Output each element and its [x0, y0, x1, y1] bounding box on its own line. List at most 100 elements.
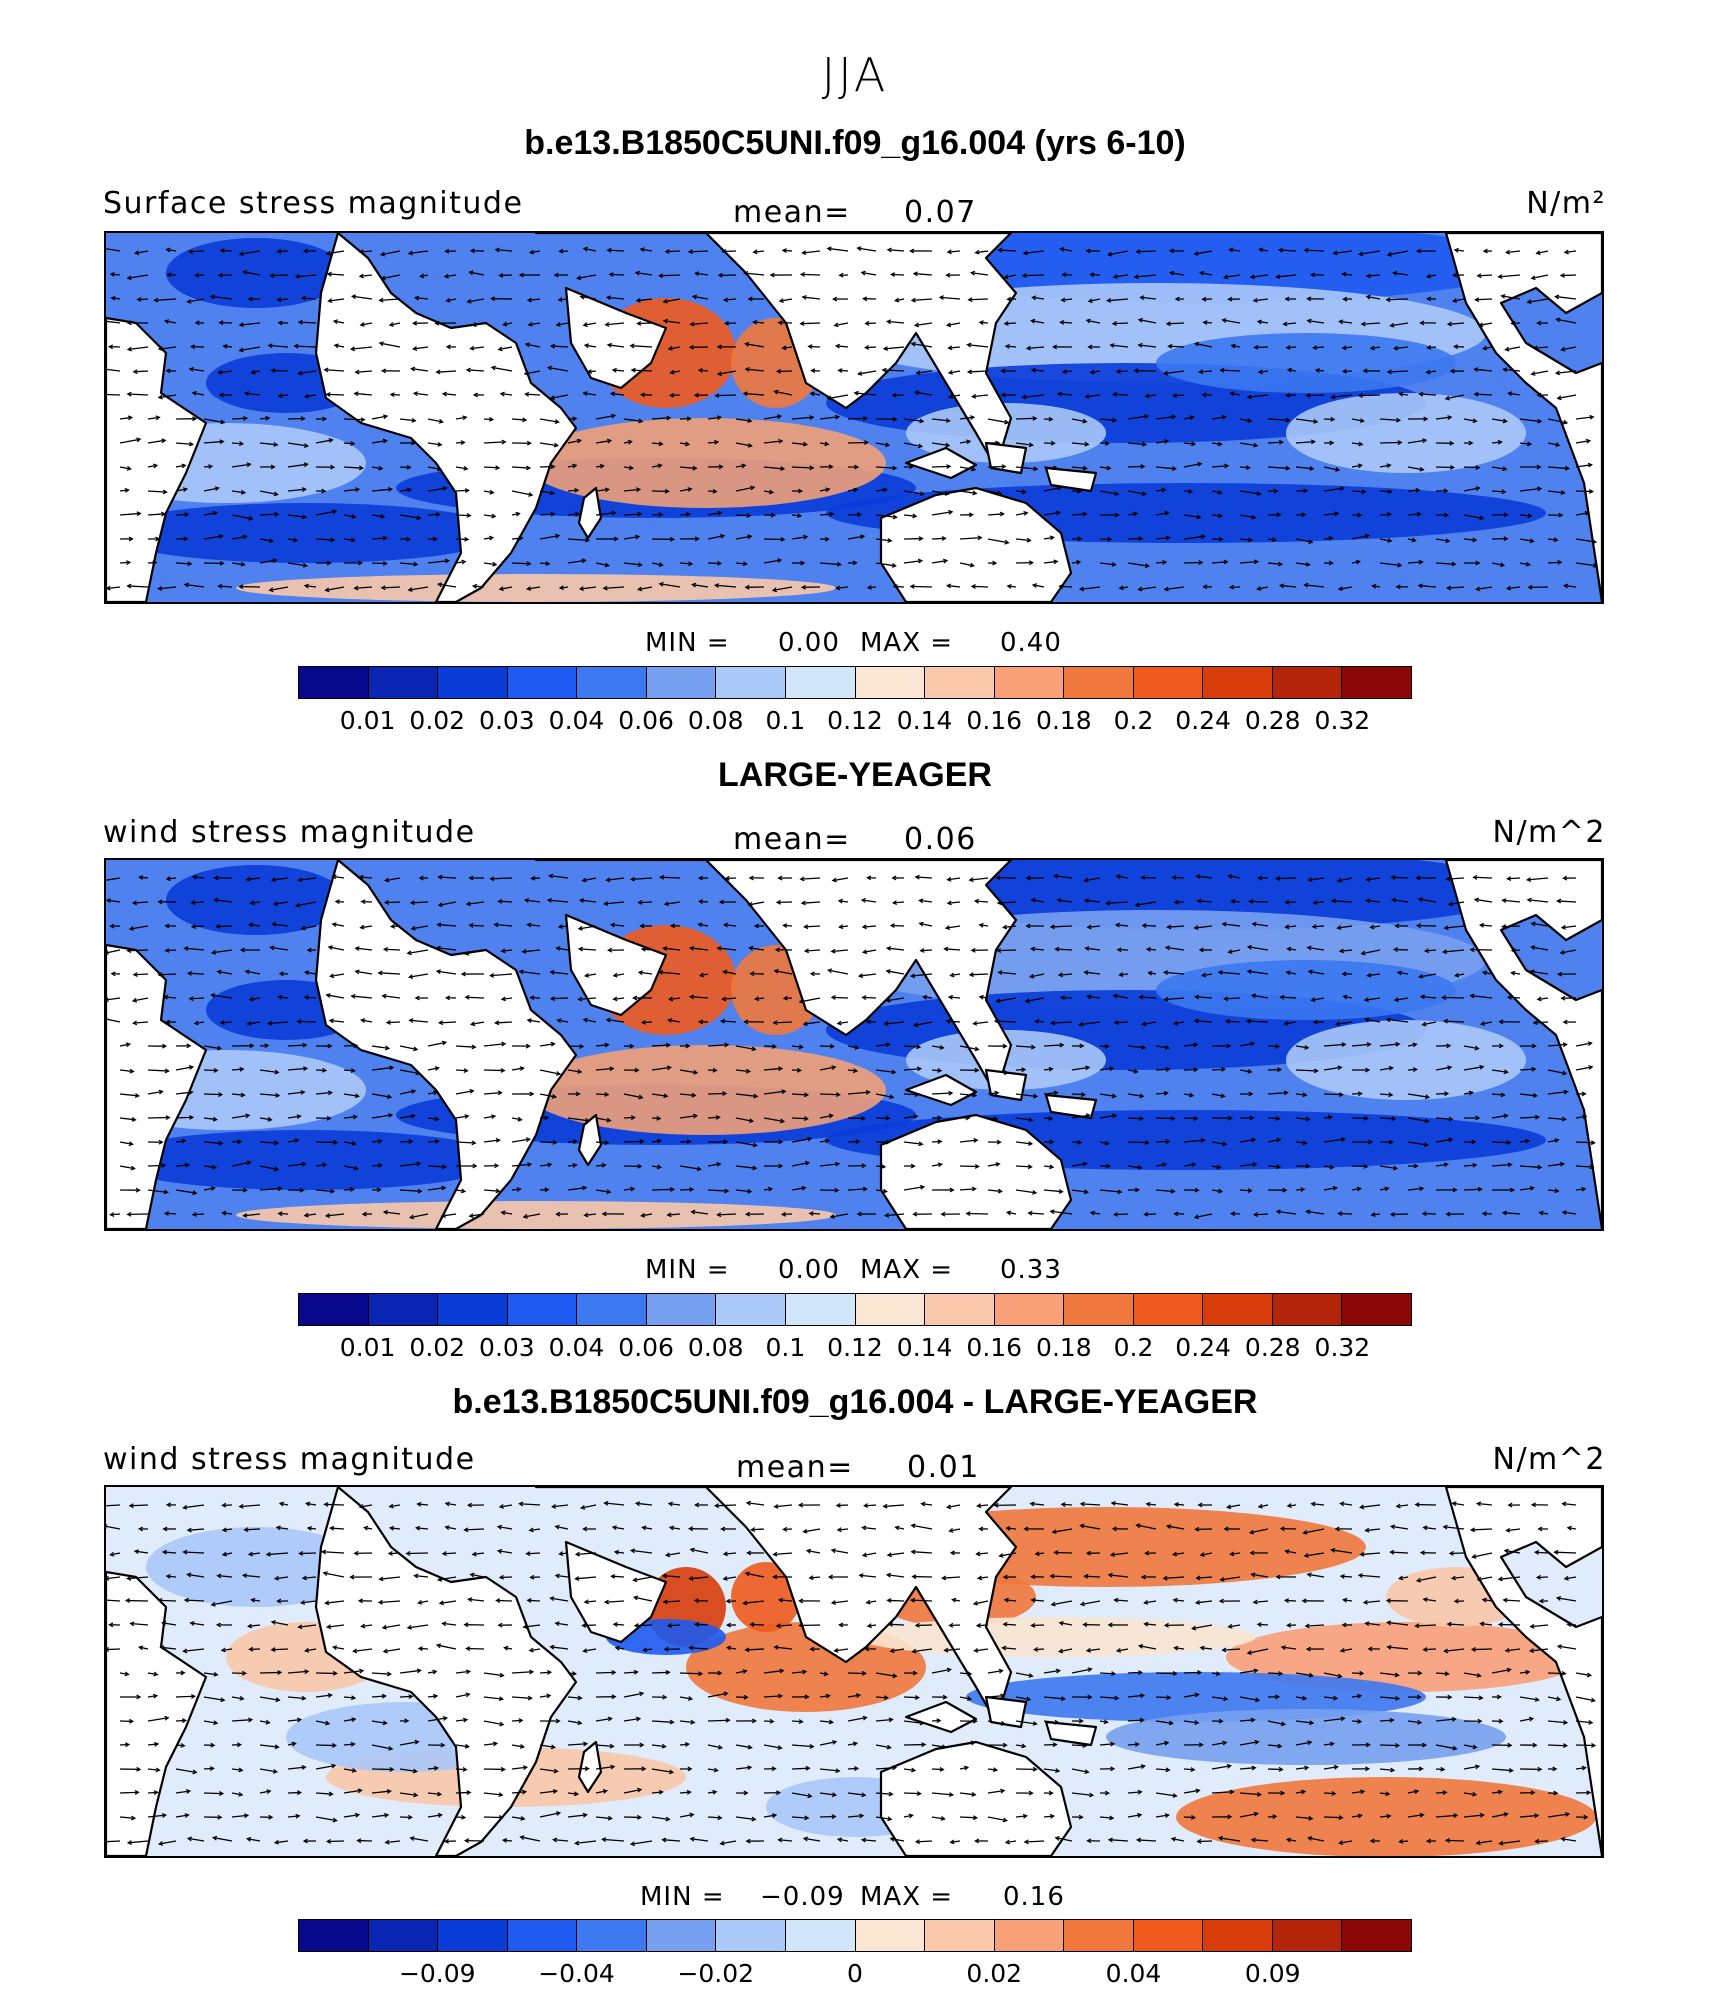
- panel-1-min-value: 0.00: [778, 628, 840, 658]
- colorbar-box: [786, 1294, 856, 1325]
- colorbar-tick-label: 0.06: [618, 1333, 674, 1362]
- colorbar-box: [1342, 667, 1411, 698]
- colorbar-box: [995, 1920, 1065, 1951]
- panel-3-map: [104, 1485, 1604, 1858]
- colorbar-box: [925, 1920, 995, 1951]
- panel-1-max-value: 0.40: [1000, 628, 1062, 658]
- panel-1-colorbar: [298, 666, 1412, 699]
- colorbar-tick-label: 0.14: [897, 1333, 953, 1362]
- colorbar-box: [508, 1294, 578, 1325]
- colorbar-tick-label: 0.28: [1245, 706, 1301, 735]
- colorbar-box: [577, 667, 647, 698]
- panel-3-max-label: MAX =: [860, 1882, 953, 1912]
- panel-3-title: b.e13.B1850C5UNI.f09_g16.004 - LARGE-YEA…: [0, 1383, 1710, 1422]
- colorbar-box: [508, 667, 578, 698]
- colorbar-box: [577, 1294, 647, 1325]
- colorbar-box: [856, 1920, 926, 1951]
- colorbar-box: [438, 1294, 508, 1325]
- colorbar-box: [647, 667, 717, 698]
- panel-3-min-value: −0.09: [760, 1882, 845, 1912]
- colorbar-box: [1134, 1294, 1204, 1325]
- panel-3-max-value: 0.16: [1003, 1882, 1065, 1912]
- colorbar-box: [925, 1294, 995, 1325]
- colorbar-tick-label: 0.18: [1036, 1333, 1092, 1362]
- colorbar-tick-label: 0.24: [1175, 1333, 1231, 1362]
- panel-2-mean-label: mean=: [733, 822, 851, 857]
- colorbar-box: [1273, 1294, 1343, 1325]
- colorbar-tick-label: 0.12: [827, 1333, 883, 1362]
- panel-1-units: N/m²: [1526, 186, 1606, 221]
- panel-3-units: N/m^2: [1493, 1442, 1607, 1477]
- panel-3-colorbar: [298, 1919, 1412, 1952]
- colorbar-tick-label: 0.08: [688, 706, 744, 735]
- colorbar-box: [299, 1294, 369, 1325]
- colorbar-tick-label: 0.04: [549, 1333, 605, 1362]
- panel-2-max-value: 0.33: [1000, 1255, 1062, 1285]
- colorbar-box: [299, 1920, 369, 1951]
- colorbar-tick-label: 0.04: [549, 706, 605, 735]
- panel-1-map-svg: [106, 233, 1602, 602]
- colorbar-tick-label: 0: [847, 1959, 863, 1988]
- colorbar-box: [1342, 1294, 1411, 1325]
- panel-1-title: b.e13.B1850C5UNI.f09_g16.004 (yrs 6-10): [0, 124, 1710, 163]
- panel-2-title: LARGE-YEAGER: [0, 756, 1710, 795]
- colorbar-box: [1273, 667, 1343, 698]
- colorbar-box: [995, 1294, 1065, 1325]
- colorbar-tick-label: 0.2: [1114, 706, 1154, 735]
- colorbar-box: [1273, 1920, 1343, 1951]
- colorbar-box: [647, 1920, 717, 1951]
- panel-2-mean-value: 0.06: [904, 822, 977, 857]
- colorbar-tick-label: 0.02: [409, 1333, 465, 1362]
- colorbar-box: [438, 1920, 508, 1951]
- colorbar-tick-label: 0.06: [618, 706, 674, 735]
- colorbar-tick-label: 0.1: [765, 706, 805, 735]
- panel-1-mean-value: 0.07: [904, 195, 977, 230]
- colorbar-box: [1342, 1920, 1411, 1951]
- panel-2-colorbar-ticks: 0.01 0.02 0.03 0.04 0.06 0.08 0.1 0.12 0.14 0.16 0…: [298, 1333, 1412, 1367]
- colorbar-box: [1134, 667, 1204, 698]
- panel-2-max-label: MAX =: [860, 1255, 953, 1285]
- colorbar-box: [1134, 1920, 1204, 1951]
- colorbar-box: [1203, 1920, 1273, 1951]
- colorbar-tick-label: 0.12: [827, 706, 883, 735]
- colorbar-box: [647, 1294, 717, 1325]
- colorbar-box: [995, 667, 1065, 698]
- colorbar-tick-label: 0.16: [966, 706, 1022, 735]
- colorbar-box: [369, 1294, 439, 1325]
- panel-3-variable-label: wind stress magnitude: [103, 1442, 476, 1477]
- colorbar-box: [716, 1920, 786, 1951]
- panel-1-map: [104, 231, 1604, 604]
- colorbar-tick-label: −0.09: [399, 1959, 476, 1988]
- colorbar-box: [508, 1920, 578, 1951]
- colorbar-tick-label: 0.04: [1106, 1959, 1162, 1988]
- colorbar-tick-label: 0.03: [479, 1333, 535, 1362]
- panel-1-variable-label: Surface stress magnitude: [103, 186, 523, 221]
- colorbar-box: [1203, 1294, 1273, 1325]
- colorbar-tick-label: 0.18: [1036, 706, 1092, 735]
- colorbar-tick-label: 0.03: [479, 706, 535, 735]
- colorbar-box: [925, 667, 995, 698]
- colorbar-tick-label: 0.01: [340, 1333, 396, 1362]
- colorbar-box: [716, 1294, 786, 1325]
- panel-2-colorbar: [298, 1293, 1412, 1326]
- colorbar-tick-label: 0.01: [340, 706, 396, 735]
- colorbar-box: [786, 1920, 856, 1951]
- panel-2-map: [104, 858, 1604, 1231]
- colorbar-tick-label: −0.04: [538, 1959, 615, 1988]
- panel-2-min-value: 0.00: [778, 1255, 840, 1285]
- panel-3-min-label: MIN =: [640, 1882, 725, 1912]
- colorbar-tick-label: 0.16: [966, 1333, 1022, 1362]
- panel-3-mean-value: 0.01: [907, 1450, 980, 1485]
- colorbar-box: [786, 667, 856, 698]
- colorbar-tick-label: 0.08: [688, 1333, 744, 1362]
- colorbar-tick-label: 0.09: [1245, 1959, 1301, 1988]
- colorbar-tick-label: 0.1: [765, 1333, 805, 1362]
- colorbar-tick-label: 0.24: [1175, 706, 1231, 735]
- colorbar-tick-label: 0.02: [409, 706, 465, 735]
- colorbar-box: [577, 1920, 647, 1951]
- panel-3-map-svg: [106, 1487, 1602, 1856]
- panel-1-min-label: MIN =: [645, 628, 730, 658]
- colorbar-tick-label: 0.02: [966, 1959, 1022, 1988]
